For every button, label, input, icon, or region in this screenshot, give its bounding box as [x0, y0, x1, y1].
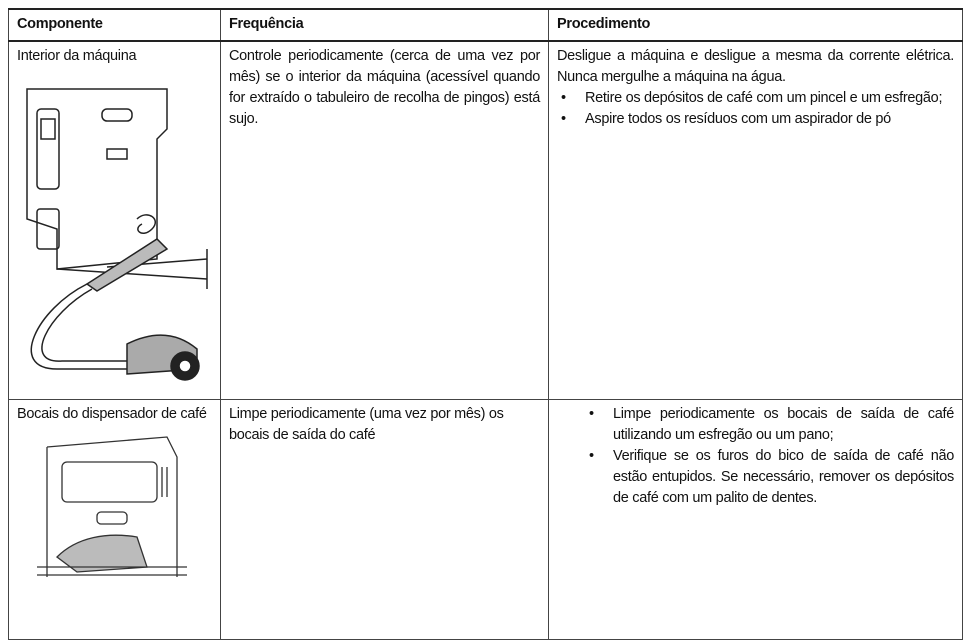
- bullet: Retire os depósitos de café com um pince…: [561, 88, 954, 109]
- procedure-cell: Desligue a máquina e desligue a mesma da…: [548, 40, 963, 400]
- procedure-text: Desligue a máquina e desligue a mesma da…: [557, 48, 954, 85]
- spout-illustration: [37, 435, 187, 577]
- procedure-cell: Limpe periodicamente os bocais de saída …: [548, 398, 963, 640]
- bullet-list: Limpe periodicamente os bocais de saída …: [557, 404, 954, 509]
- row: Bocais do dispensador de café Limpe peri…: [8, 398, 963, 640]
- component: Interior da máquina: [17, 48, 137, 64]
- frequency-cell: Controle periodicamente (cerca de uma ve…: [220, 40, 549, 400]
- header-row: Componente Frequência Procedimento: [8, 8, 963, 42]
- row: Interior da máquina Controle periodicame…: [8, 40, 963, 400]
- bullet-list: Retire os depósitos de café com um pince…: [557, 88, 954, 130]
- component: Bocais do dispensador de café: [17, 405, 207, 422]
- bullet: Aspire todos os resíduos com um aspirado…: [561, 109, 954, 130]
- maintenance-table: Componente Frequência Procedimento Inter…: [8, 8, 963, 640]
- vacuum-illustration: [26, 88, 208, 381]
- bullet: Limpe periodicamente os bocais de saída …: [589, 404, 954, 446]
- bullet: Verifique se os furos do bico de saída d…: [589, 446, 954, 509]
- frequency-cell: Limpe periodicamente (uma vez por mês) o…: [220, 398, 549, 640]
- component-cell: Bocais do dispensador de café: [8, 398, 221, 640]
- component-cell: Interior da máquina: [8, 40, 221, 400]
- header-cell: Componente: [8, 8, 221, 42]
- header-cell: Frequência: [220, 8, 549, 42]
- header-cell: Procedimento: [548, 8, 963, 42]
